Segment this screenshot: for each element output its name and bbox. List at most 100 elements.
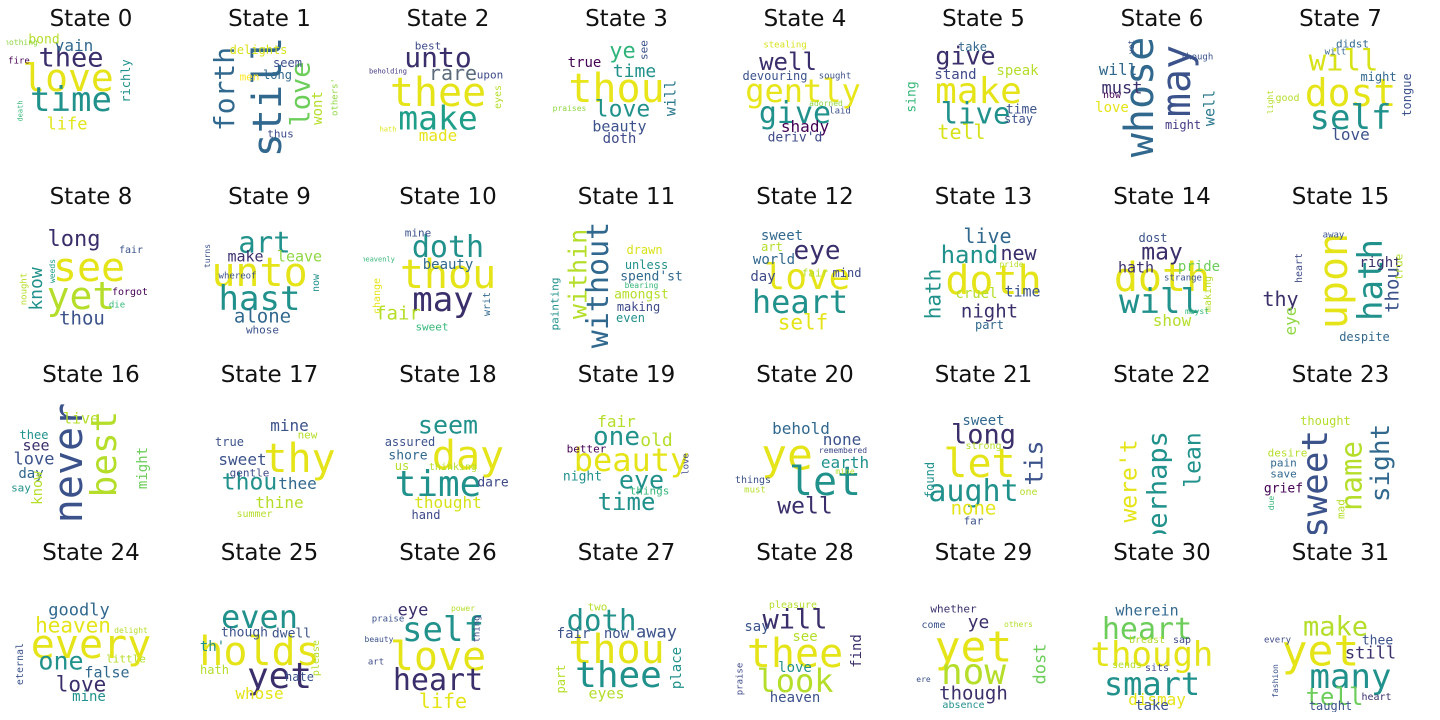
cloud-word: know xyxy=(30,471,46,506)
cloud-word: thee xyxy=(746,630,844,677)
wordcloud-panel: State 28 thee look will pleasure say see find lo… xyxy=(720,534,890,712)
cloud-word: part xyxy=(975,318,1004,333)
cloud-word: sweet xyxy=(760,227,804,244)
cloud-word: beholding xyxy=(369,67,407,76)
cloud-word: bearing xyxy=(624,281,659,291)
cloud-word: fair xyxy=(375,302,421,325)
cloud-word: cruel xyxy=(955,286,998,302)
cloud-word: behold xyxy=(772,419,830,439)
cloud-word: absence xyxy=(942,700,985,711)
cloud-word: doth xyxy=(1113,254,1211,301)
cloud-word: still xyxy=(1344,643,1397,664)
panel-title: State 5 xyxy=(942,6,1025,32)
cloud-word: thing xyxy=(472,615,483,643)
cloud-word: praise xyxy=(371,614,405,625)
cloud-word: life xyxy=(46,114,88,135)
panel-title: State 18 xyxy=(399,362,497,388)
cloud-word: many xyxy=(1309,657,1392,698)
panel-title: State 28 xyxy=(756,540,854,566)
cloud-word: world xyxy=(752,252,796,269)
cloud-word: may xyxy=(1141,239,1183,266)
cloud-word: eye xyxy=(793,236,841,267)
panel-title: State 2 xyxy=(406,6,490,32)
cloud-word: turns xyxy=(202,243,212,268)
cloud-word: sends xyxy=(1111,659,1143,671)
cloud-word: thee xyxy=(575,654,662,696)
wordcloud-panel: State 0 love time thee vain bond nothing fire ri… xyxy=(6,0,176,178)
cloud-word: wilt xyxy=(1324,47,1347,58)
cloud-word: things xyxy=(629,484,670,498)
word-cloud: yet now though whether ye come others dost ere ab… xyxy=(904,568,1064,712)
cloud-word: none xyxy=(822,430,862,450)
cloud-word: rare xyxy=(428,61,478,86)
cloud-word: tell xyxy=(1305,682,1364,711)
cloud-word: yet xyxy=(1127,40,1136,55)
cloud-word: true xyxy=(1392,253,1405,280)
cloud-word: wherein xyxy=(1115,601,1179,620)
cloud-word: pride xyxy=(999,260,1024,270)
cloud-word: ye xyxy=(967,611,990,633)
wordcloud-panel: State 4 gently give well stealing devouring so… xyxy=(720,0,890,178)
cloud-word: little xyxy=(106,652,146,666)
cloud-word: say xyxy=(744,618,770,635)
panel-title: State 27 xyxy=(577,540,676,566)
word-cloud: upon hath thou right away heart thy eye true desp… xyxy=(1261,212,1421,356)
cloud-word: mad xyxy=(1334,498,1347,519)
cloud-word: thine xyxy=(255,493,304,513)
panel-title: State 4 xyxy=(763,6,847,32)
cloud-word: love xyxy=(1331,124,1370,144)
cloud-word: two xyxy=(587,600,608,614)
cloud-word: sweet xyxy=(962,412,1005,429)
wordcloud-panel: State 14 doth will may dost hath pride strange m… xyxy=(1077,178,1247,356)
cloud-word: take xyxy=(958,39,987,54)
cloud-word: pleasure xyxy=(768,599,818,611)
cloud-word: one xyxy=(1019,487,1038,499)
cloud-word: breast xyxy=(1128,634,1166,646)
wordcloud-panel: State 26 love self heart eye power praise thing… xyxy=(363,534,533,712)
panel-title: State 30 xyxy=(1113,540,1211,566)
cloud-word: summer xyxy=(236,508,273,520)
cloud-word: fire xyxy=(8,56,30,67)
cloud-word: fair xyxy=(597,412,636,432)
cloud-word: art xyxy=(238,225,291,260)
panel-title: State 16 xyxy=(42,362,140,388)
cloud-word: dare xyxy=(477,475,509,491)
wordcloud-panel: State 3 thou love time ye see true will beauty do… xyxy=(542,0,712,178)
wordcloud-panel: State 31 yet many make tell every thee still fas… xyxy=(1256,534,1426,712)
cloud-word: due xyxy=(1266,495,1276,511)
cloud-word: one xyxy=(38,646,84,676)
word-cloud: let aught long sweet strong tis found one none fa… xyxy=(904,390,1064,534)
cloud-word: art xyxy=(367,657,385,668)
cloud-word: assured xyxy=(384,435,436,450)
wordcloud-panel: State 23 sweet name sight thought desire pain s… xyxy=(1256,356,1426,534)
panel-title: State 23 xyxy=(1291,362,1390,388)
cloud-word: see xyxy=(637,39,650,60)
cloud-word: stand xyxy=(934,67,977,84)
cloud-word: smart xyxy=(1103,664,1201,703)
cloud-word: part xyxy=(553,664,568,694)
cloud-word: hath xyxy=(200,662,229,677)
word-cloud: still forth love delights seem long men wont oth… xyxy=(190,34,350,178)
cloud-word: dost xyxy=(1138,230,1168,245)
cloud-word: making xyxy=(616,300,661,315)
cloud-word: long xyxy=(47,227,101,253)
cloud-word: thou xyxy=(568,65,665,112)
cloud-word: tongue xyxy=(1399,73,1414,117)
cloud-word: sight xyxy=(1365,423,1396,502)
cloud-word: thought xyxy=(414,493,482,513)
cloud-word: love xyxy=(1095,100,1129,117)
cloud-word: men xyxy=(239,70,260,84)
wordcloud-panel: State 16 never best live thee see love day say kn… xyxy=(6,356,176,534)
cloud-word: others xyxy=(1004,620,1033,630)
cloud-word: ere xyxy=(916,674,931,684)
cloud-word: though xyxy=(221,625,268,641)
cloud-word: yet xyxy=(934,622,1013,673)
panel-title: State 8 xyxy=(49,184,133,210)
wordcloud-panel: State 18 day time seem assured shore us thinkin… xyxy=(363,356,533,534)
cloud-word: hath xyxy=(1117,258,1155,277)
cloud-word: hate xyxy=(285,670,314,685)
cloud-word: sought xyxy=(818,71,852,82)
word-cloud: doth hand new live pride hath cruel time night pa… xyxy=(904,212,1064,356)
cloud-word: make xyxy=(398,98,478,138)
cloud-word: day xyxy=(18,466,44,483)
